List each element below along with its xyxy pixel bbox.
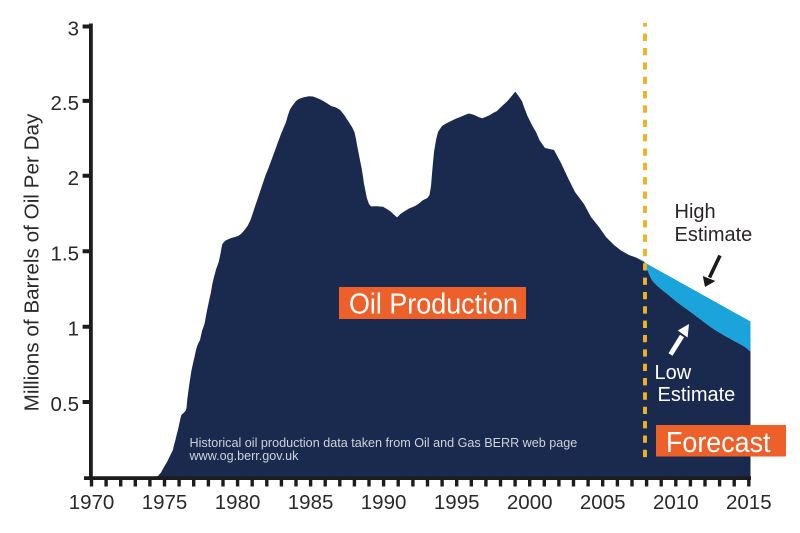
svg-text:Estimate: Estimate bbox=[675, 224, 753, 246]
svg-text:1990: 1990 bbox=[361, 491, 407, 514]
svg-text:Oil Production: Oil Production bbox=[349, 289, 518, 321]
svg-text:1995: 1995 bbox=[434, 491, 480, 514]
svg-text:www.og.berr.gov.uk: www.og.berr.gov.uk bbox=[189, 449, 300, 463]
svg-text:2015: 2015 bbox=[726, 491, 772, 514]
svg-text:1.5: 1.5 bbox=[51, 242, 80, 265]
svg-text:3: 3 bbox=[68, 18, 79, 41]
svg-text:2: 2 bbox=[68, 167, 79, 190]
svg-text:1: 1 bbox=[68, 318, 79, 341]
svg-text:Estimate: Estimate bbox=[658, 384, 736, 406]
svg-text:2000: 2000 bbox=[507, 491, 553, 514]
svg-text:1975: 1975 bbox=[142, 491, 188, 514]
svg-text:High: High bbox=[675, 201, 716, 223]
svg-text:Millions of Barrels of Oil Per: Millions of Barrels of Oil Per Day bbox=[21, 113, 44, 411]
svg-text:1980: 1980 bbox=[215, 491, 261, 514]
svg-text:1970: 1970 bbox=[69, 491, 115, 514]
svg-text:0.5: 0.5 bbox=[51, 393, 80, 416]
svg-text:Historical oil production data: Historical oil production data taken fro… bbox=[190, 436, 578, 450]
svg-text:2010: 2010 bbox=[653, 491, 699, 514]
svg-text:1985: 1985 bbox=[288, 491, 334, 514]
svg-text:Forecast: Forecast bbox=[666, 427, 771, 459]
svg-text:Low: Low bbox=[655, 362, 692, 384]
svg-text:2005: 2005 bbox=[580, 491, 626, 514]
svg-text:2.5: 2.5 bbox=[51, 92, 80, 115]
